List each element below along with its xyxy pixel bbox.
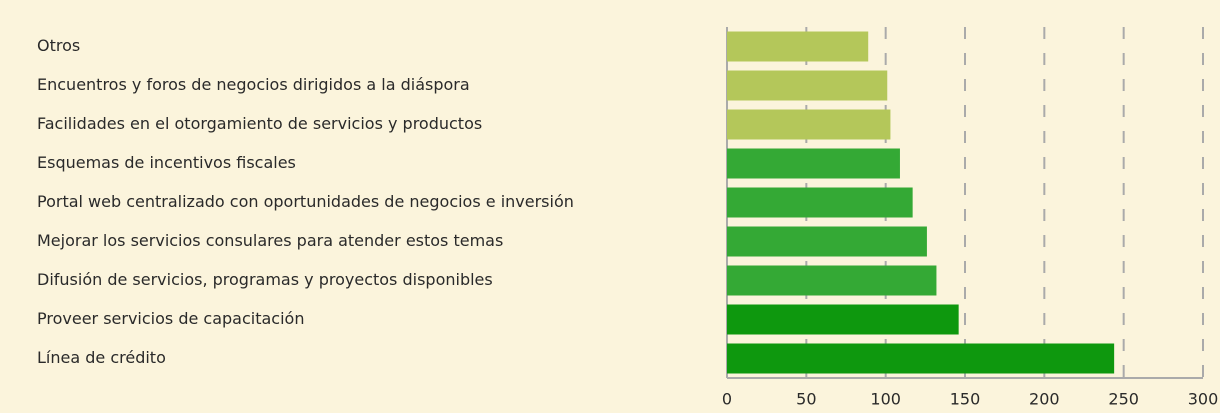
category-label: Esquemas de incentivos fiscales: [37, 153, 296, 172]
category-label: Encuentros y foros de negocios dirigidos…: [37, 75, 470, 94]
bar: [727, 304, 959, 335]
x-tick-label: 50: [796, 390, 816, 409]
category-label: Facilidades en el otorgamiento de servic…: [37, 114, 482, 133]
category-label: Difusión de servicios, programas y proye…: [37, 270, 493, 289]
x-tick-label: 0: [722, 390, 732, 409]
x-tick-label: 300: [1188, 390, 1219, 409]
category-label: Portal web centralizado con oportunidade…: [37, 192, 574, 211]
bar: [727, 343, 1115, 374]
bar: [727, 187, 913, 218]
bar: [727, 109, 891, 140]
category-label: Otros: [37, 36, 80, 55]
category-label: Mejorar los servicios consulares para at…: [37, 231, 503, 250]
category-label: Línea de crédito: [37, 348, 166, 367]
bar: [727, 148, 900, 179]
bar: [727, 226, 927, 257]
x-tick-label: 100: [870, 390, 901, 409]
x-tick-label: 150: [950, 390, 981, 409]
bar: [727, 31, 869, 62]
bar: [727, 265, 937, 296]
bar: [727, 70, 888, 101]
x-tick-label: 200: [1029, 390, 1060, 409]
x-tick-label: 250: [1108, 390, 1139, 409]
category-label: Proveer servicios de capacitación: [37, 309, 304, 328]
